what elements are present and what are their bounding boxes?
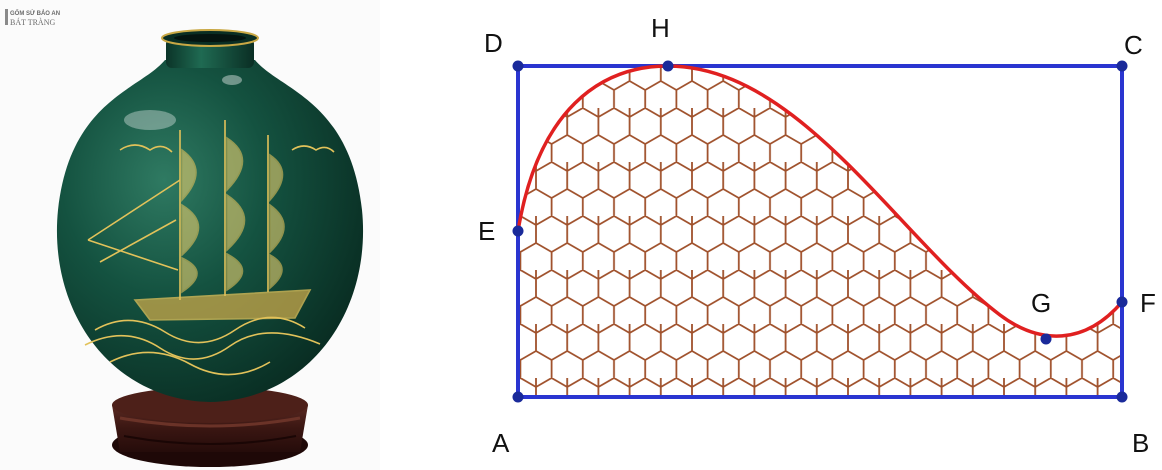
point-h — [662, 60, 674, 72]
label-b: B — [1132, 428, 1149, 458]
point-c — [1116, 60, 1128, 72]
watermark-line1: GỐM SỨ BẢO AN — [10, 10, 60, 17]
point-g — [1040, 333, 1052, 345]
red-curve — [516, 64, 1124, 338]
watermark-line2: BÁT TRÀNG — [10, 17, 55, 27]
point-a — [512, 391, 524, 403]
honeycomb-fill — [518, 66, 1122, 397]
label-d: D — [484, 28, 503, 58]
watermark-logo: GỐM SỨ BẢO AN BÁT TRÀNG — [5, 9, 60, 27]
label-f: F — [1140, 288, 1156, 318]
vase-photo: GỐM SỨ BẢO AN BÁT TRÀNG — [0, 0, 380, 470]
label-e: E — [478, 216, 495, 246]
golden-ship-decoration — [84, 120, 335, 376]
wooden-stand — [112, 387, 308, 467]
point-e — [512, 225, 524, 237]
point-d — [512, 60, 524, 72]
point-b — [1116, 391, 1128, 403]
label-c: C — [1124, 30, 1143, 60]
point-f — [1116, 296, 1128, 308]
label-a: A — [492, 428, 510, 458]
label-g: G — [1031, 288, 1051, 318]
geometry-diagram: A B C D E F G H — [478, 13, 1156, 458]
label-h: H — [651, 13, 670, 43]
